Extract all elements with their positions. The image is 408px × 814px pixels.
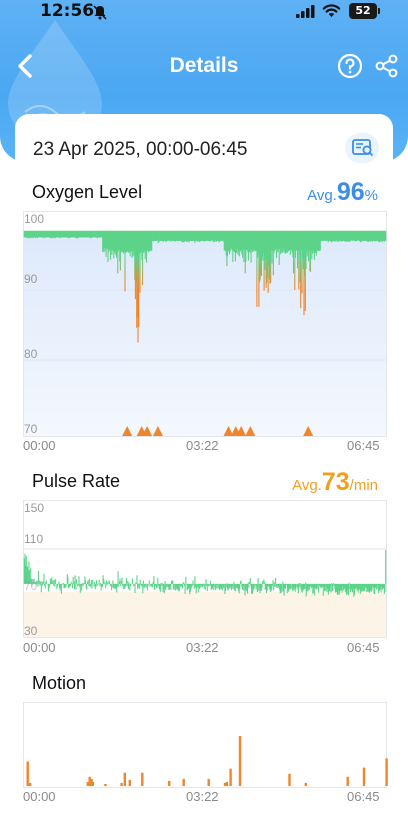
oxygen-y-tick-70: 70 xyxy=(24,422,38,436)
motion-bar xyxy=(362,767,366,786)
pulse-y-tick-110: 110 xyxy=(24,532,44,546)
motion-x-tick-end: 06:45 xyxy=(347,789,380,804)
motion-bar xyxy=(128,779,131,786)
pulse-avg-prefix: Avg. xyxy=(292,477,322,494)
motion-bar xyxy=(182,778,185,786)
oxygen-section-title: Oxygen Level xyxy=(32,182,143,202)
oxygen-avg-value: 96 xyxy=(336,178,365,206)
pulse-chart-frame xyxy=(23,500,387,638)
motion-bar xyxy=(385,758,388,786)
motion-bar xyxy=(168,780,171,786)
question-circle-icon[interactable] xyxy=(337,53,363,79)
motion-bar xyxy=(104,784,107,786)
motion-bar xyxy=(207,778,210,786)
oxygen-desaturation-marker xyxy=(236,426,247,436)
pulse-average: Avg.73/min xyxy=(292,468,378,497)
pulse-avg-value: 73 xyxy=(321,468,350,496)
pulse-x-tick-start: 00:00 xyxy=(23,640,56,655)
motion-bar xyxy=(304,782,307,786)
oxygen-desaturation-marker xyxy=(122,426,133,436)
motion-chart-frame xyxy=(23,702,387,788)
oxygen-y-tick-100: 100 xyxy=(24,212,45,226)
share-icon[interactable] xyxy=(374,53,400,79)
motion-bar xyxy=(288,773,291,786)
motion-bar xyxy=(29,782,32,786)
oxygen-chart-background xyxy=(24,231,386,436)
pulse-x-tick-mid: 03:22 xyxy=(186,640,219,655)
chevron-left-icon[interactable] xyxy=(12,50,40,82)
pulse-normal-band xyxy=(24,592,386,637)
status-time: 12:56 xyxy=(40,1,95,21)
oxygen-desaturation-marker xyxy=(152,426,163,436)
oxygen-desaturation-marker xyxy=(142,426,153,436)
motion-bar xyxy=(91,781,94,786)
oxygen-chart-frame xyxy=(23,211,387,437)
page-title: Details xyxy=(169,54,239,77)
motion-section-title: Motion xyxy=(32,673,87,693)
motion-bar xyxy=(346,776,349,786)
oxygen-average: Avg.96% xyxy=(307,178,378,207)
pulse-section-title: Pulse Rate xyxy=(32,471,121,491)
oxygen-desaturation-marker xyxy=(223,426,234,436)
motion-bar xyxy=(123,772,126,786)
pulse-avg-unit: /min xyxy=(349,477,378,494)
report-button[interactable] xyxy=(345,133,379,163)
oxygen-y-tick-90: 90 xyxy=(24,272,38,286)
oxygen-desaturation-marker xyxy=(303,426,314,436)
wifi-icon xyxy=(322,4,341,17)
oxygen-x-tick-start: 00:00 xyxy=(23,438,56,453)
oxygen-x-tick-mid: 03:22 xyxy=(186,438,219,453)
oxygen-x-tick-end: 06:45 xyxy=(347,438,380,453)
details-card xyxy=(15,114,393,814)
battery-indicator: 52 xyxy=(349,3,380,19)
oxygen-desaturation-marker xyxy=(245,426,256,436)
motion-bar xyxy=(225,781,229,786)
signal-icon xyxy=(296,5,315,18)
record-date-range: 23 Apr 2025, 00:00-06:45 xyxy=(33,139,248,160)
motion-bar xyxy=(229,768,232,786)
motion-bar xyxy=(88,776,91,786)
pulse-y-tick-70: 70 xyxy=(24,579,38,593)
motion-bar xyxy=(223,782,227,786)
motion-bar xyxy=(238,736,242,786)
oxygen-avg-unit: % xyxy=(364,187,378,204)
motion-x-tick-mid: 03:22 xyxy=(186,789,219,804)
status-bar: 12:56 52 xyxy=(0,0,408,26)
pulse-x-tick-end: 06:45 xyxy=(347,640,380,655)
motion-bar xyxy=(120,782,123,786)
pulse-y-tick-30: 30 xyxy=(24,624,38,638)
oxygen-avg-prefix: Avg. xyxy=(307,187,337,204)
pulse-y-tick-150: 150 xyxy=(24,501,45,515)
oxygen-y-tick-80: 80 xyxy=(24,347,38,361)
motion-bar xyxy=(26,761,29,786)
motion-x-tick-start: 00:00 xyxy=(23,789,56,804)
report-search-icon xyxy=(352,139,373,156)
motion-bar xyxy=(86,781,89,786)
bell-muted-icon xyxy=(93,5,107,20)
motion-bar xyxy=(141,772,144,786)
